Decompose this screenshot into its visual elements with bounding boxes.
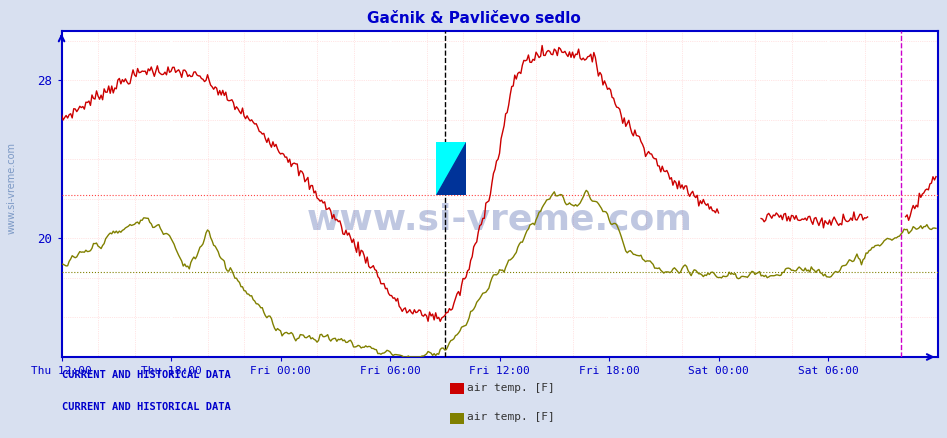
Text: CURRENT AND HISTORICAL DATA: CURRENT AND HISTORICAL DATA xyxy=(62,402,230,412)
Text: air temp. [F]: air temp. [F] xyxy=(467,412,555,422)
Text: Gačnik & Pavličevo sedlo: Gačnik & Pavličevo sedlo xyxy=(366,11,581,26)
Polygon shape xyxy=(436,142,466,195)
Text: www.si-vreme.com: www.si-vreme.com xyxy=(307,203,692,237)
Text: www.si-vreme.com: www.si-vreme.com xyxy=(7,142,16,234)
Text: CURRENT AND HISTORICAL DATA: CURRENT AND HISTORICAL DATA xyxy=(62,370,230,380)
Text: air temp. [F]: air temp. [F] xyxy=(467,383,555,392)
Polygon shape xyxy=(436,142,466,195)
